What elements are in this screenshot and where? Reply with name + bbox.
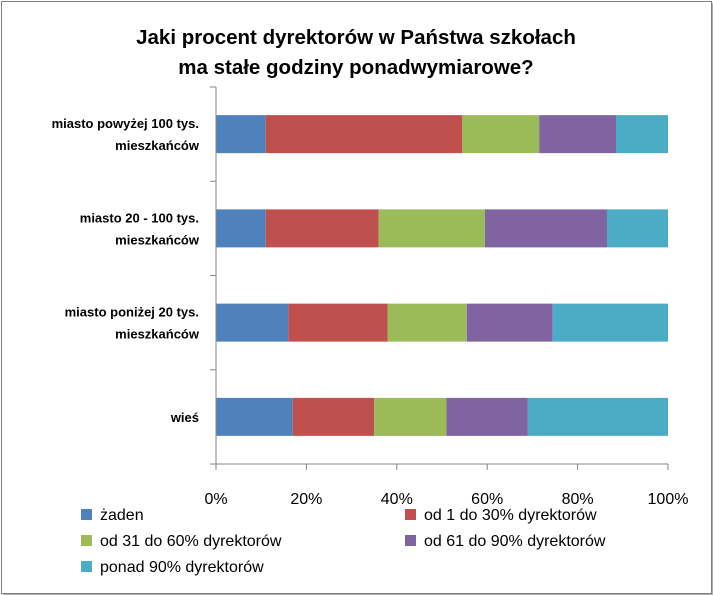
value-axis-tick-label-2: 20% bbox=[290, 491, 322, 508]
legend-label-2: od 1 do 30% dyrektorów bbox=[424, 507, 597, 524]
value-axis-tick-label-3: 40% bbox=[381, 491, 413, 508]
bar-segment-4-4 bbox=[446, 397, 528, 436]
category-label-3-line-2: mieszkańców bbox=[115, 327, 200, 342]
legend: żaden od 1 do 30% dyrektorów od 31 do 60% … bbox=[81, 507, 606, 576]
bar-segment-3-5 bbox=[552, 303, 668, 342]
legend-label-5: ponad 90% dyrektorów bbox=[100, 559, 264, 576]
bar-segment-2-2 bbox=[265, 209, 379, 248]
category-label-3-line-1: miasto poniżej 20 tys. bbox=[65, 305, 199, 320]
bar-segment-4-1 bbox=[216, 397, 293, 436]
bar-segment-3-4 bbox=[466, 303, 553, 342]
category-label-4-line-1: wieś bbox=[170, 410, 199, 425]
bar-segment-1-2 bbox=[265, 115, 463, 154]
category-label-2-line-2: mieszkańców bbox=[115, 232, 200, 247]
bar-segment-3-3 bbox=[387, 303, 467, 342]
chart-title-line-1: Jaki procent dyrektorów w Państwa szkoła… bbox=[136, 26, 576, 49]
category-label-1-line-2: mieszkańców bbox=[115, 138, 200, 153]
legend-swatch-4 bbox=[405, 535, 416, 546]
legend-swatch-3 bbox=[81, 535, 92, 546]
bar-segment-2-5 bbox=[606, 209, 668, 248]
category-label-1-line-1: miasto powyżej 100 tys. bbox=[52, 116, 199, 131]
bar-segment-2-3 bbox=[378, 209, 485, 248]
legend-swatch-5 bbox=[81, 561, 92, 572]
chart-title-line-2: ma stałe godziny ponadwymiarowe? bbox=[178, 56, 533, 79]
bar-segment-1-1 bbox=[216, 115, 266, 154]
value-axis-tick-label-5: 80% bbox=[562, 491, 594, 508]
bar-segment-2-4 bbox=[484, 209, 607, 248]
legend-label-1: żaden bbox=[100, 507, 144, 524]
bar-segment-1-4 bbox=[539, 115, 617, 154]
bar-segment-1-5 bbox=[616, 115, 668, 154]
plot-area: miasto powyżej 100 tys. mieszkańców miasto… bbox=[52, 86, 689, 508]
bar-segment-3-1 bbox=[216, 303, 289, 342]
legend-swatch-2 bbox=[405, 509, 416, 520]
legend-label-4: od 61 do 90% dyrektorów bbox=[424, 533, 606, 550]
legend-label-3: od 31 do 60% dyrektorów bbox=[100, 533, 282, 550]
bar-segment-2-1 bbox=[216, 209, 266, 248]
value-axis-tick-label-4: 60% bbox=[471, 491, 503, 508]
bar-segment-1-3 bbox=[462, 115, 540, 154]
category-label-2-line-1: miasto 20 - 100 tys. bbox=[80, 210, 199, 225]
value-axis-tick-label-1: 0% bbox=[204, 491, 227, 508]
legend-swatch-1 bbox=[81, 509, 92, 520]
value-axis-tick-label-6: 100% bbox=[648, 491, 689, 508]
bar-segment-4-3 bbox=[374, 397, 447, 436]
bar-segment-4-2 bbox=[292, 397, 375, 436]
bar-segment-3-2 bbox=[288, 303, 388, 342]
bar-segment-4-5 bbox=[527, 397, 668, 436]
